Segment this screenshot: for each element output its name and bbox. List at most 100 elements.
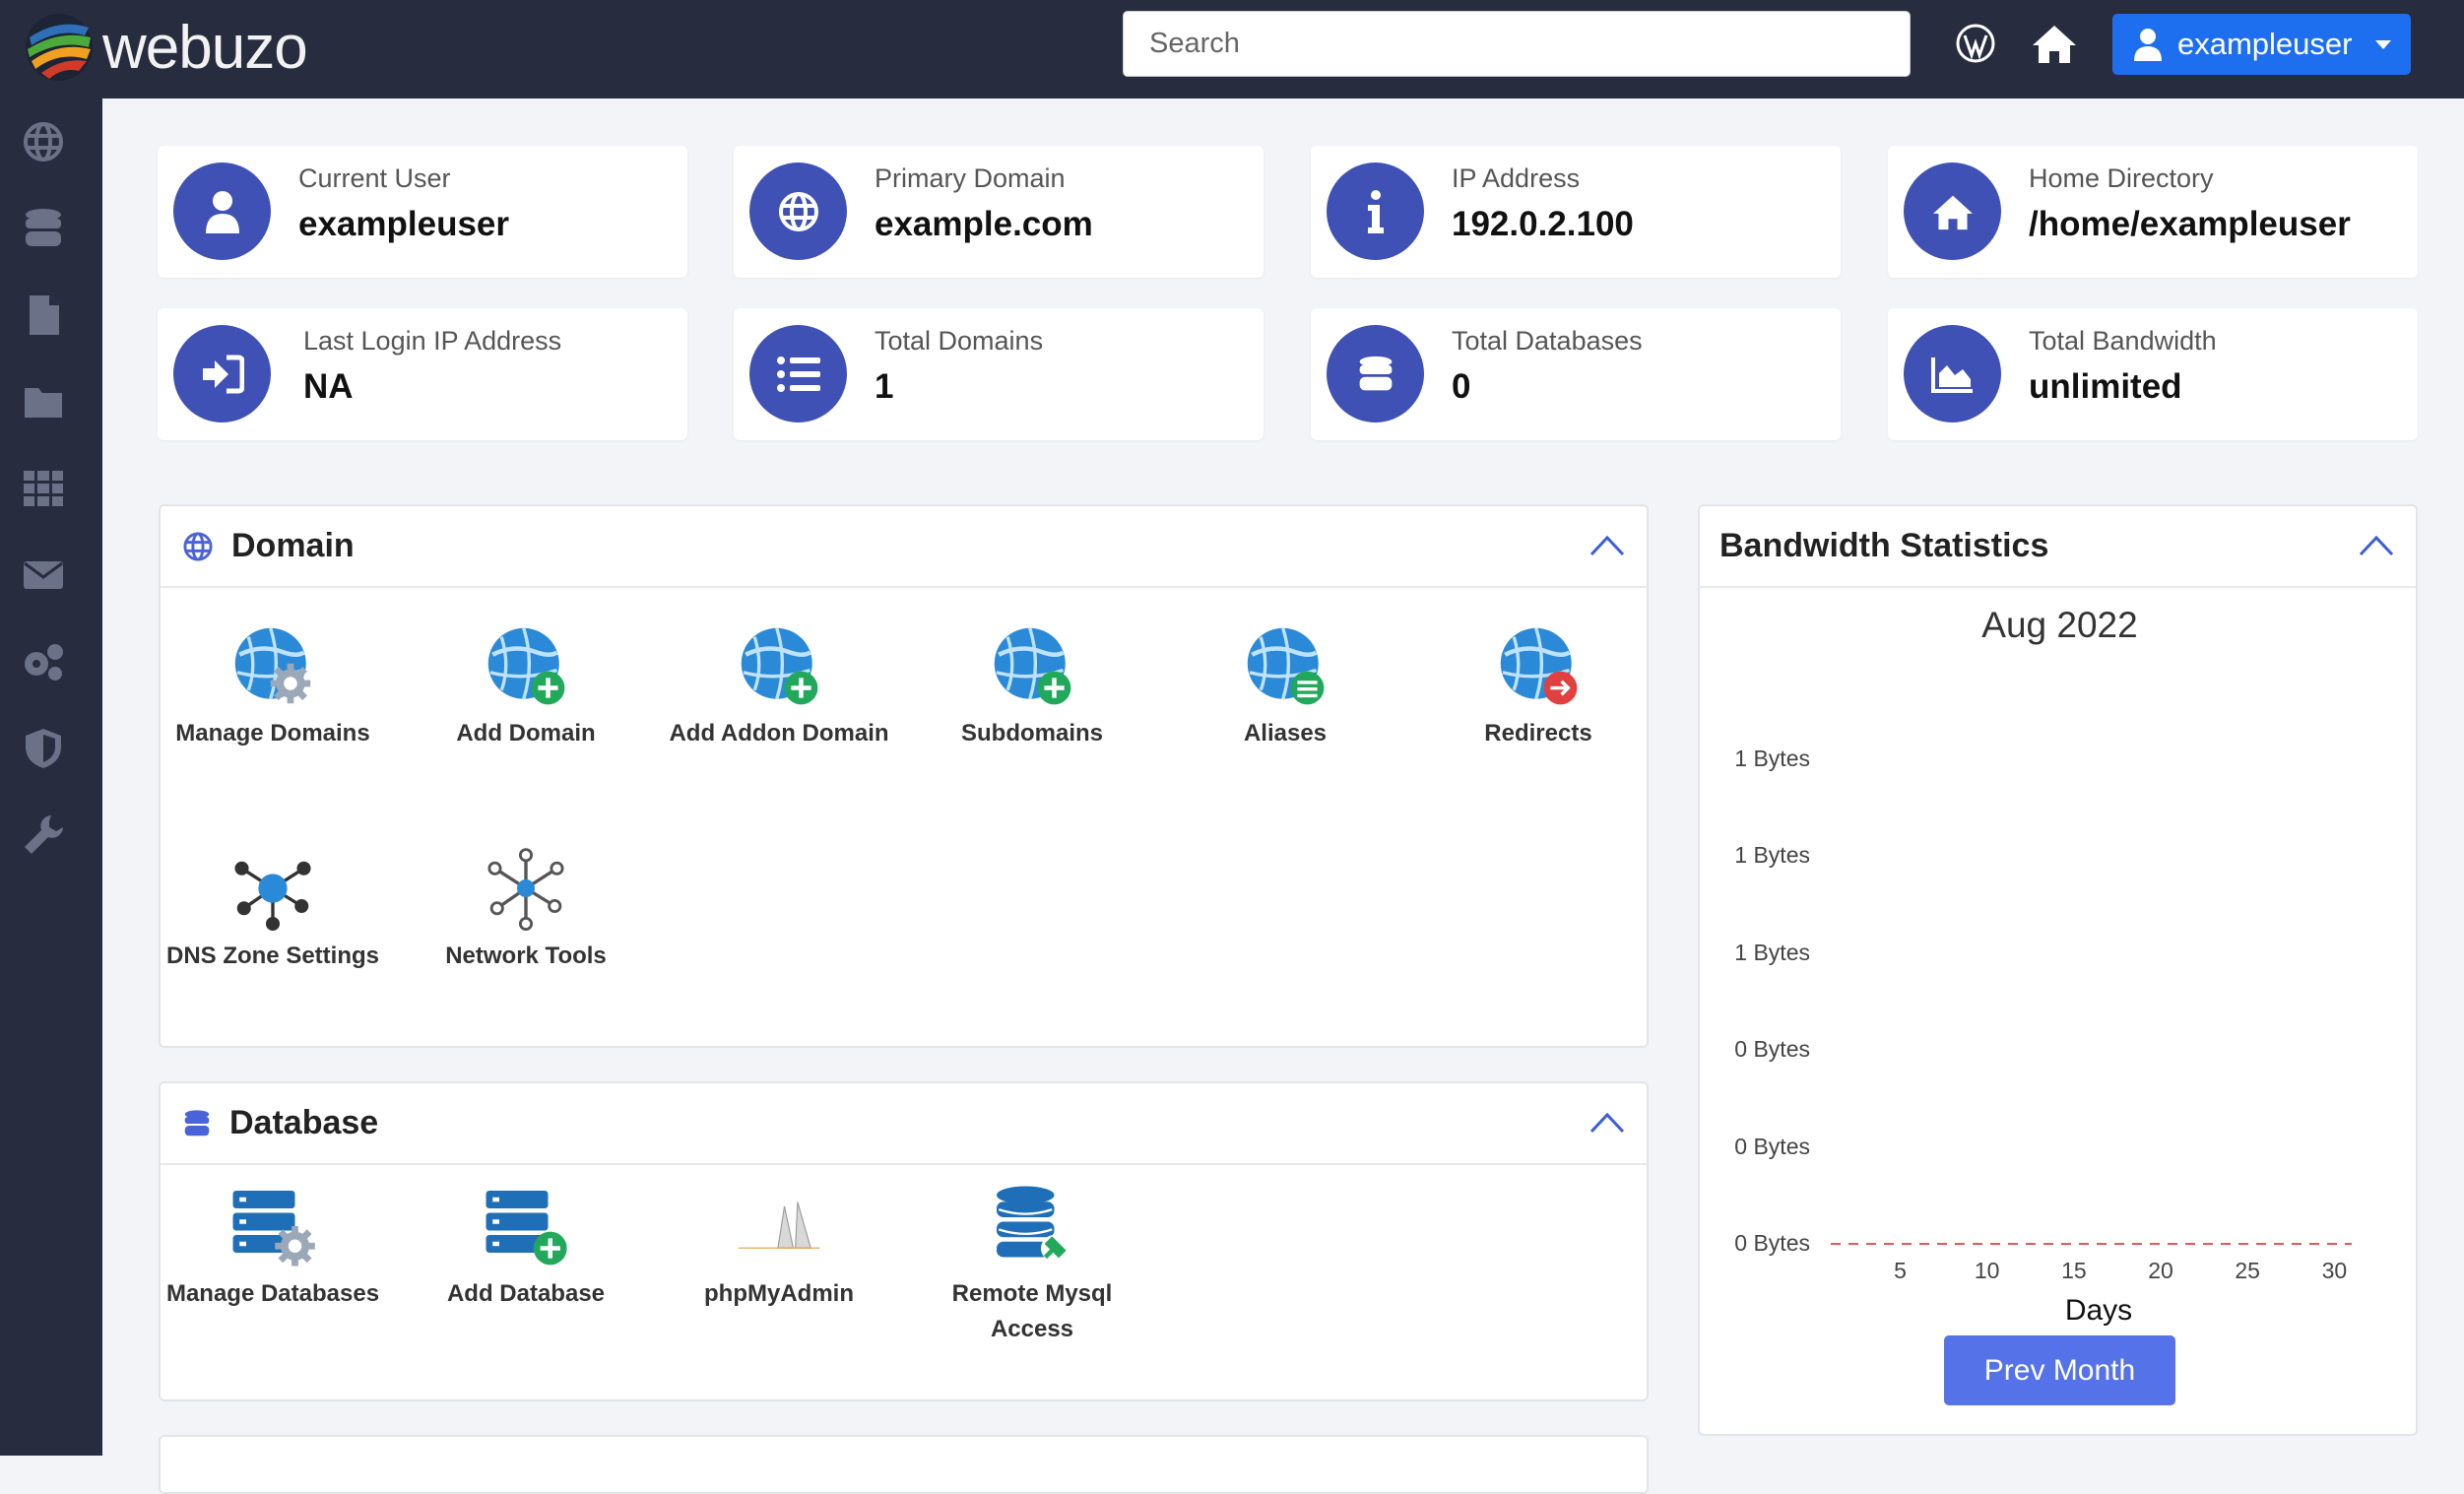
webuzo-logo[interactable]: webuzo xyxy=(20,8,308,87)
wordpress-icon[interactable] xyxy=(1954,22,1997,65)
app-label: Network Tools xyxy=(445,942,607,969)
card-label: Current User xyxy=(298,163,451,193)
x-tick-label: 15 xyxy=(2061,1258,2087,1283)
domain-panel-header: Domain xyxy=(161,506,1647,588)
card-label: Total Bandwidth xyxy=(2029,326,2217,356)
app-add-domain[interactable]: Add Domain xyxy=(408,621,644,751)
wrench-icon[interactable] xyxy=(22,813,65,857)
x-tick-label: 20 xyxy=(2148,1258,2173,1283)
y-tick-label: 1 Bytes xyxy=(1734,939,1810,965)
logo-text: webuzo xyxy=(102,13,308,82)
y-tick-label: 0 Bytes xyxy=(1734,1133,1810,1159)
x-tick-label: 5 xyxy=(1894,1258,1907,1283)
search-input[interactable] xyxy=(1123,11,1911,77)
globe-plus-icon xyxy=(408,621,644,710)
panel-title: Bandwidth Statistics xyxy=(1719,527,2049,564)
app-redirects[interactable]: Redirects xyxy=(1420,621,1656,751)
app-aliases[interactable]: Aliases xyxy=(1167,621,1403,751)
envelope-icon[interactable] xyxy=(22,553,65,597)
card-value: /home/exampleuser xyxy=(2029,205,2351,243)
area-chart-icon xyxy=(1904,325,2001,422)
card-value: 0 xyxy=(1452,367,1471,406)
sidebar xyxy=(0,98,102,1456)
user-icon xyxy=(2134,29,2162,61)
webuzo-logo-icon xyxy=(26,14,93,81)
database-panel: Database Manage Databases Add Database php… xyxy=(159,1081,1649,1401)
y-tick-label: 0 Bytes xyxy=(1734,1230,1810,1256)
sign-in-icon xyxy=(173,325,271,422)
info-card-home-directory: Home Directory /home/exampleuser xyxy=(1888,146,2418,278)
globe-list-icon xyxy=(1167,621,1403,710)
dns-network-icon xyxy=(155,844,391,933)
database-plus-icon xyxy=(408,1182,644,1270)
list-icon xyxy=(749,325,847,422)
app-manage-domains[interactable]: Manage Domains xyxy=(155,621,391,751)
chevron-up-icon[interactable] xyxy=(1589,1111,1625,1135)
card-value: NA xyxy=(303,367,354,406)
apps-grid-icon[interactable] xyxy=(22,467,65,510)
y-tick-label: 1 Bytes xyxy=(1734,746,1810,771)
phpmyadmin-logo xyxy=(661,1182,897,1270)
info-card-total-domains: Total Domains 1 xyxy=(734,308,1264,440)
folder-icon[interactable] xyxy=(22,380,65,423)
globe-redirect-icon xyxy=(1420,621,1656,710)
app-label: Aliases xyxy=(1243,720,1328,747)
globe-gear-icon xyxy=(155,621,391,710)
database-panel-header: Database xyxy=(161,1083,1647,1165)
user-menu-button[interactable]: exampleuser xyxy=(2112,14,2411,75)
chevron-up-icon[interactable] xyxy=(1589,534,1625,557)
card-value: example.com xyxy=(875,205,1093,243)
database-icon xyxy=(1327,325,1424,422)
card-label: Home Directory xyxy=(2029,163,2214,193)
home-icon[interactable] xyxy=(2031,22,2078,65)
caret-down-icon xyxy=(2375,39,2392,49)
app-manage-databases[interactable]: Manage Databases xyxy=(155,1182,391,1312)
globe-icon xyxy=(183,531,213,561)
card-label: Last Login IP Address xyxy=(303,326,562,356)
prev-month-button[interactable]: Prev Month xyxy=(1944,1335,2175,1405)
app-label: DNS Zone Settings xyxy=(165,942,379,969)
domain-panel: Domain Manage Domains Add Domain Add Addon… xyxy=(159,504,1649,1048)
card-label: Total Domains xyxy=(875,326,1044,356)
bandwidth-panel: Bandwidth Statistics Aug 2022 1 Bytes 1 B… xyxy=(1698,504,2418,1436)
database-icon[interactable] xyxy=(22,207,65,250)
info-icon xyxy=(1327,162,1424,260)
home-icon xyxy=(1904,162,2001,260)
info-card-primary-domain: Primary Domain example.com xyxy=(734,146,1264,278)
database-gear-icon xyxy=(155,1182,391,1270)
x-tick-label: 10 xyxy=(1974,1258,2000,1283)
panel-title: Database xyxy=(229,1104,379,1141)
x-axis-title: Days xyxy=(2064,1294,2133,1327)
file-icon[interactable] xyxy=(22,293,65,337)
card-label: Total Databases xyxy=(1452,326,1643,356)
app-add-database[interactable]: Add Database xyxy=(408,1182,644,1312)
database-remote-icon xyxy=(914,1182,1150,1270)
info-card-current-user: Current User exampleuser xyxy=(158,146,687,278)
app-label: Manage Domains xyxy=(175,720,370,747)
app-dns-zone-settings[interactable]: DNS Zone Settings xyxy=(155,844,391,974)
x-tick-label: 25 xyxy=(2235,1258,2260,1283)
app-label: Remote Mysql Access xyxy=(951,1280,1113,1342)
chevron-up-icon[interactable] xyxy=(2359,534,2394,557)
info-card-total-bandwidth: Total Bandwidth unlimited xyxy=(1888,308,2418,440)
app-label: phpMyAdmin xyxy=(704,1280,854,1307)
card-label: Primary Domain xyxy=(875,163,1066,193)
app-network-tools[interactable]: Network Tools xyxy=(408,844,644,974)
globe-icon xyxy=(749,162,847,260)
y-tick-label: 1 Bytes xyxy=(1734,842,1810,869)
shield-icon[interactable] xyxy=(22,727,65,770)
next-panel xyxy=(159,1435,1649,1494)
globe-icon[interactable] xyxy=(22,120,65,163)
user-menu-label: exampleuser xyxy=(2177,27,2353,61)
app-phpmyadmin[interactable]: phpMyAdmin xyxy=(661,1182,897,1312)
app-label: Subdomains xyxy=(960,720,1103,747)
gears-icon[interactable] xyxy=(22,640,65,683)
app-subdomains[interactable]: Subdomains xyxy=(914,621,1150,751)
card-value: 192.0.2.100 xyxy=(1452,205,1634,243)
network-tools-icon xyxy=(408,844,644,933)
app-add-addon-domain[interactable]: Add Addon Domain xyxy=(661,621,897,751)
app-remote-mysql-access[interactable]: Remote Mysql Access xyxy=(914,1182,1150,1347)
chart-title: Aug 2022 xyxy=(1981,605,2138,645)
app-label: Redirects xyxy=(1484,720,1592,747)
x-tick-label: 30 xyxy=(2321,1258,2348,1283)
